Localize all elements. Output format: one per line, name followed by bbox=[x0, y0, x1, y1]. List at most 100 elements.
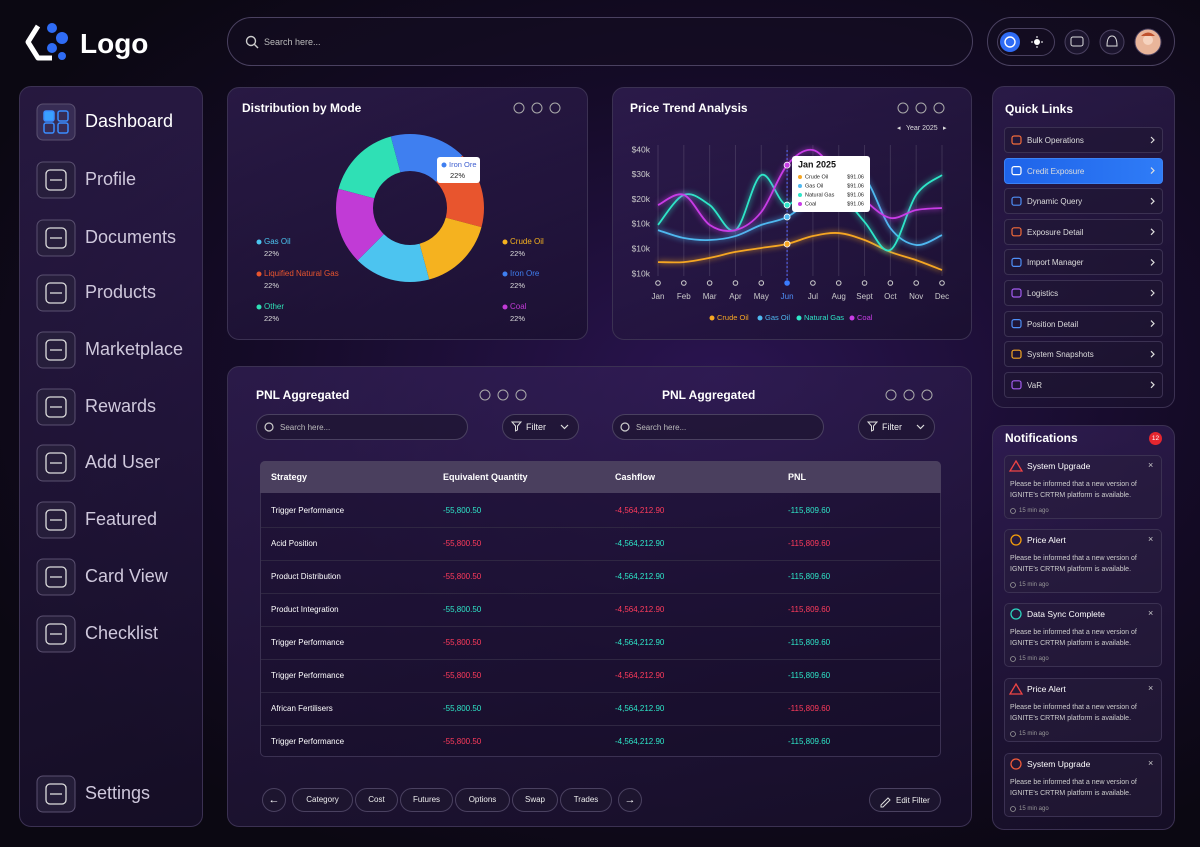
time-icon bbox=[1010, 582, 1016, 588]
nav-item[interactable]: Featured bbox=[85, 509, 158, 529]
quick-link[interactable] bbox=[1004, 341, 1163, 368]
tooltip-dot bbox=[441, 162, 447, 168]
time-icon bbox=[1010, 731, 1016, 737]
quick-link[interactable] bbox=[1004, 249, 1163, 276]
toolbar-icons bbox=[1000, 28, 1162, 56]
row-divider bbox=[261, 593, 940, 594]
x-tick-label: May bbox=[754, 292, 769, 301]
period-selector[interactable]: Year 2025 bbox=[906, 125, 938, 132]
quick-link[interactable] bbox=[1004, 280, 1163, 306]
close[interactable]: × bbox=[1148, 758, 1154, 768]
nav-item[interactable]: Products bbox=[85, 282, 157, 302]
quick-link[interactable] bbox=[1004, 157, 1163, 184]
highlight-point bbox=[783, 201, 791, 209]
search-box[interactable] bbox=[612, 414, 824, 440]
close[interactable]: × bbox=[1148, 608, 1154, 618]
notification[interactable] bbox=[1004, 753, 1162, 817]
value-cell: -115,809.60 bbox=[788, 572, 831, 581]
tooltip-label: Gas Oil bbox=[805, 183, 823, 189]
value-cell: -55,800.50 bbox=[443, 638, 482, 647]
strategy-cell: Trigger Performance bbox=[271, 638, 345, 647]
tooltip-dot bbox=[798, 202, 802, 206]
quick-link-icon bbox=[1011, 319, 1022, 329]
tab[interactable]: Cost bbox=[355, 788, 398, 812]
search-icon bbox=[620, 422, 630, 432]
legend-dot bbox=[502, 239, 508, 245]
search-box[interactable] bbox=[256, 414, 468, 440]
x-tick-label: Mar bbox=[703, 292, 717, 301]
card-action bbox=[903, 389, 915, 401]
legend-label: Other bbox=[264, 302, 284, 311]
tab[interactable]: Trades bbox=[560, 788, 612, 812]
nav-item[interactable]: Rewards bbox=[85, 396, 157, 416]
time-icon bbox=[1010, 508, 1016, 514]
nav-icon bbox=[36, 274, 76, 312]
notification-title: System Upgrade bbox=[1027, 759, 1091, 769]
notification-title: Price Alert bbox=[1027, 535, 1066, 545]
value-cell: -4,564,212.90 bbox=[615, 638, 665, 647]
table-header bbox=[260, 461, 941, 493]
next-page[interactable]: → bbox=[618, 788, 642, 812]
chart-title: Distribution by Mode bbox=[242, 101, 362, 115]
notification[interactable] bbox=[1004, 603, 1162, 667]
x-tick bbox=[784, 280, 790, 286]
card-action bbox=[933, 102, 945, 114]
nav-item[interactable]: Add User bbox=[85, 452, 161, 472]
notification-time: 15 min ago bbox=[1019, 806, 1049, 812]
nav-item[interactable]: Marketplace bbox=[85, 339, 184, 359]
close[interactable]: × bbox=[1148, 460, 1154, 470]
card-action bbox=[885, 389, 897, 401]
notification[interactable] bbox=[1004, 455, 1162, 519]
quick-link-icon bbox=[1011, 196, 1022, 206]
notification[interactable] bbox=[1004, 529, 1162, 593]
quick-link[interactable] bbox=[1004, 127, 1163, 153]
nav-icon bbox=[36, 444, 76, 482]
close[interactable]: × bbox=[1148, 683, 1154, 693]
nav-item[interactable]: Card View bbox=[85, 566, 168, 586]
icon-glyph bbox=[45, 396, 67, 418]
nav-item[interactable]: Dashboard bbox=[85, 111, 174, 131]
nav-item[interactable]: Checklist bbox=[85, 623, 159, 643]
settings-item[interactable]: Settings bbox=[85, 783, 151, 803]
nav-item[interactable]: Profile bbox=[85, 169, 137, 189]
prev-page[interactable]: ← bbox=[262, 788, 286, 812]
value-cell: -4,564,212.90 bbox=[615, 539, 665, 548]
notification-body: Please be informed that a new version of… bbox=[1010, 704, 1137, 722]
value-cell: -4,564,212.90 bbox=[615, 605, 665, 614]
x-tick bbox=[681, 280, 687, 286]
x-tick bbox=[732, 280, 739, 286]
tab[interactable]: Options bbox=[455, 788, 510, 812]
value-cell: -55,800.50 bbox=[443, 737, 482, 746]
nav-item[interactable]: Documents bbox=[85, 227, 177, 247]
search-icon bbox=[245, 35, 259, 49]
tab[interactable]: Category bbox=[292, 788, 353, 812]
next-arrow[interactable]: ▸ bbox=[943, 125, 947, 132]
x-tick-label: Aug bbox=[832, 292, 846, 301]
notification[interactable] bbox=[1004, 678, 1162, 742]
close[interactable]: × bbox=[1148, 534, 1154, 544]
quick-link-label: Logistics bbox=[1027, 289, 1059, 298]
highlight-point bbox=[783, 240, 791, 248]
value-label: 22% bbox=[510, 249, 525, 258]
quick-link[interactable] bbox=[1004, 310, 1163, 337]
quick-link[interactable] bbox=[1004, 371, 1163, 398]
donut-slice bbox=[419, 217, 482, 280]
y-tick-label: $30k bbox=[632, 169, 651, 179]
icon-glyph bbox=[45, 227, 67, 249]
tab[interactable]: Futures bbox=[400, 788, 453, 812]
line-series bbox=[657, 232, 943, 271]
value-label: 22% bbox=[510, 281, 525, 290]
quick-link[interactable] bbox=[1004, 188, 1163, 215]
edit-filter[interactable] bbox=[869, 788, 941, 812]
icon-glyph bbox=[45, 169, 67, 191]
value-label: 22% bbox=[264, 249, 279, 258]
tab[interactable]: Swap bbox=[512, 788, 558, 812]
search-bar[interactable] bbox=[227, 17, 973, 66]
legend-dot bbox=[849, 315, 855, 321]
prev-arrow[interactable]: ◂ bbox=[897, 125, 901, 132]
row-divider bbox=[261, 626, 940, 627]
quick-link[interactable] bbox=[1004, 218, 1163, 245]
legend-dot bbox=[796, 315, 802, 321]
quick-link-icon bbox=[1011, 257, 1022, 267]
donut-slice bbox=[338, 136, 401, 199]
